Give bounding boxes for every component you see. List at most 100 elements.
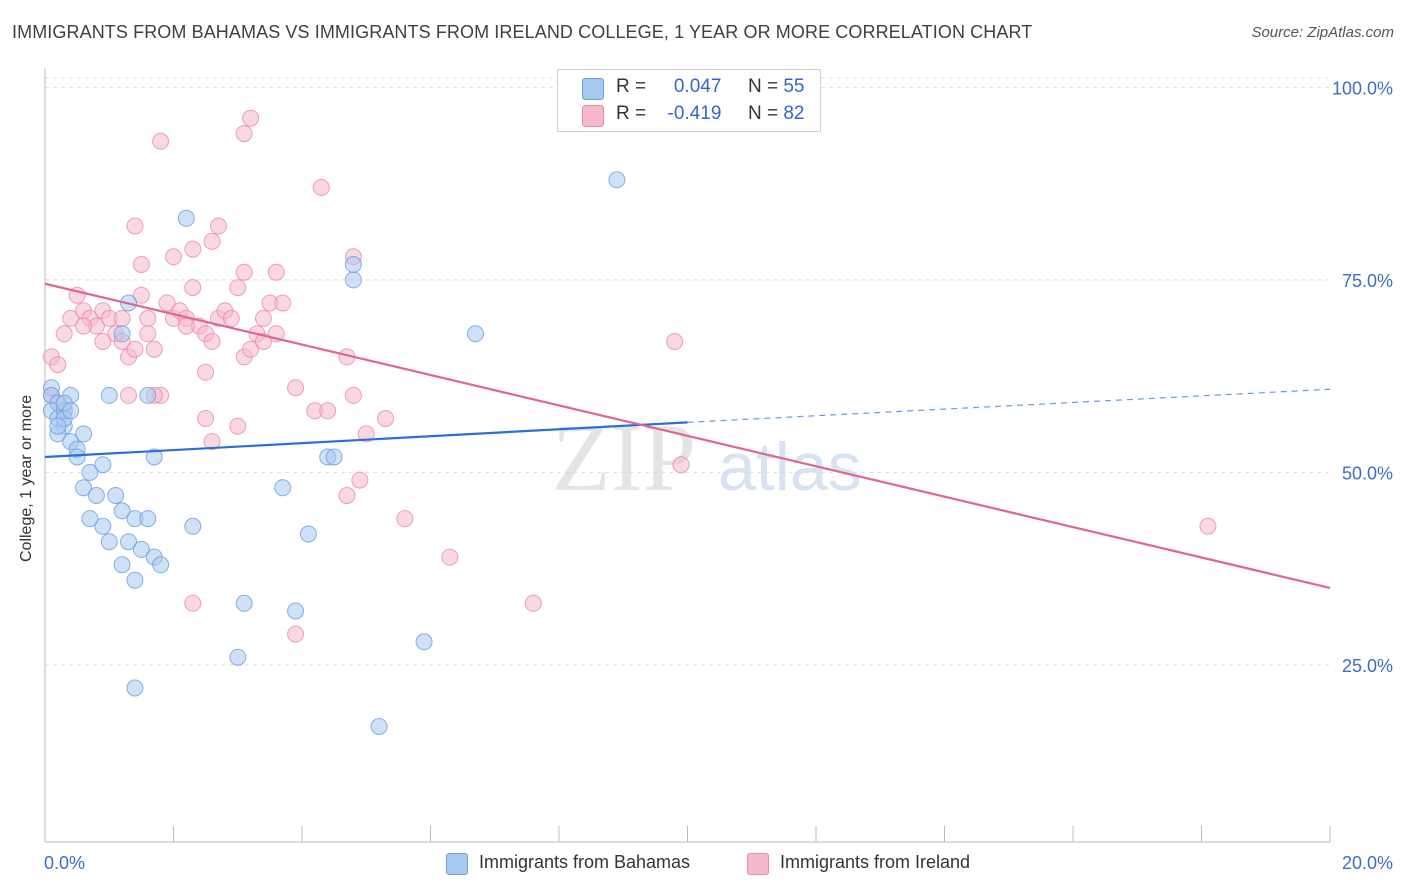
bottom-legend-label-bahamas: Immigrants from Bahamas: [479, 852, 691, 872]
ireland-point: [184, 240, 202, 258]
ireland-point: [229, 279, 247, 297]
ireland-point: [377, 410, 395, 427]
legend-r-label: R =: [616, 76, 647, 97]
x-tick-label: 20.0%: [1342, 853, 1393, 873]
ireland-point: [94, 333, 112, 350]
legend-r-value-bahamas: 0.047: [673, 76, 722, 97]
bahamas-point: [113, 556, 131, 574]
legend-r-label: R =: [616, 103, 647, 124]
ireland-point: [312, 179, 330, 196]
legend-n-label: N =: [747, 76, 779, 97]
ireland-point: [351, 471, 369, 489]
bahamas-point: [113, 325, 131, 343]
bottom-legend-label-ireland: Immigrants from Ireland: [780, 852, 971, 872]
bahamas-point: [608, 171, 626, 189]
chart-title: IMMIGRANTS FROM BAHAMAS VS IMMIGRANTS FR…: [12, 22, 1033, 42]
bahamas-point: [120, 533, 138, 551]
ireland-point: [120, 386, 138, 404]
y-tick-label: 25.0%: [1342, 656, 1393, 676]
bahamas-point: [184, 517, 202, 535]
ireland-point: [287, 625, 305, 643]
ireland-point: [1199, 517, 1217, 535]
bahamas-point: [139, 510, 157, 528]
y-tick-label: 50.0%: [1342, 463, 1393, 483]
bahamas-point: [75, 425, 93, 443]
ireland-point: [197, 363, 215, 381]
correlation-legend: R = 0.047 N = 55 R = -0.419 N = 82: [557, 69, 821, 132]
ireland-point: [197, 410, 215, 427]
bahamas-point: [325, 448, 343, 466]
ireland-point: [672, 456, 690, 474]
bahamas-point: [62, 402, 80, 420]
ireland-point: [75, 317, 93, 335]
ireland-point: [267, 263, 285, 281]
bahamas-point: [344, 271, 362, 289]
bahamas-point: [299, 525, 317, 543]
bahamas-point: [81, 510, 99, 528]
bahamas-point: [287, 602, 305, 620]
legend-swatch-ireland: [582, 105, 604, 127]
ireland-point: [235, 125, 253, 143]
bahamas-point: [344, 256, 362, 273]
legend-n-value-ireland: 82: [783, 103, 805, 124]
ireland-point: [152, 132, 170, 150]
bahamas-point: [466, 325, 484, 343]
ireland-point: [209, 217, 227, 235]
bahamas-point: [177, 209, 195, 227]
y-tick-label: 75.0%: [1342, 271, 1393, 291]
bahamas-point: [100, 386, 118, 404]
bahamas-trend-line: [44, 421, 688, 459]
ireland-point: [184, 279, 202, 297]
ireland-point: [344, 386, 362, 404]
ireland-point: [62, 309, 80, 327]
ireland-point: [357, 425, 375, 443]
ireland-point: [126, 340, 144, 358]
bahamas-point: [49, 417, 67, 435]
bahamas-point: [132, 540, 150, 558]
ireland-point: [203, 433, 221, 451]
bahamas-point: [229, 648, 247, 666]
ireland-point: [666, 333, 684, 350]
ireland-point: [184, 594, 202, 612]
ireland-point: [145, 340, 163, 358]
ireland-point: [441, 548, 459, 566]
bahamas-point: [274, 479, 292, 497]
ireland-point: [203, 333, 221, 350]
bahamas-point: [370, 718, 388, 735]
ireland-point: [396, 510, 414, 528]
ireland-point: [222, 309, 240, 327]
bahamas-point: [107, 487, 125, 504]
bottom-legend-swatch-bahamas: [446, 853, 468, 875]
ireland-point: [254, 309, 272, 327]
legend-n-label: N =: [747, 103, 779, 124]
ireland-point: [113, 309, 131, 327]
bahamas-point: [126, 571, 144, 589]
legend-n-value-bahamas: 55: [783, 76, 805, 97]
legend-swatch-bahamas: [582, 78, 604, 100]
bahamas-point: [75, 479, 93, 497]
ireland-point: [126, 217, 144, 235]
ireland-point: [229, 417, 247, 435]
ireland-point: [274, 294, 292, 312]
bahamas-point: [94, 517, 112, 535]
y-axis-label: College, 1 year or more: [18, 394, 35, 562]
bahamas-point: [94, 456, 112, 474]
legend-r-value-ireland: -0.419: [667, 103, 722, 124]
bahamas-point: [126, 679, 144, 697]
ireland-point: [49, 356, 67, 374]
ireland-point: [177, 317, 195, 335]
bahamas-point: [145, 448, 163, 466]
ireland-point: [524, 594, 542, 612]
ireland-point: [242, 340, 260, 358]
ireland-point: [338, 487, 356, 504]
ireland-point: [158, 294, 176, 312]
bahamas-point: [68, 448, 86, 466]
ireland-point: [165, 248, 182, 266]
ireland-point: [55, 325, 73, 343]
bahamas-point: [87, 487, 105, 504]
ireland-point: [132, 256, 150, 273]
bahamas-point: [139, 386, 157, 404]
ireland-point: [319, 402, 337, 420]
ireland-point: [139, 325, 157, 343]
